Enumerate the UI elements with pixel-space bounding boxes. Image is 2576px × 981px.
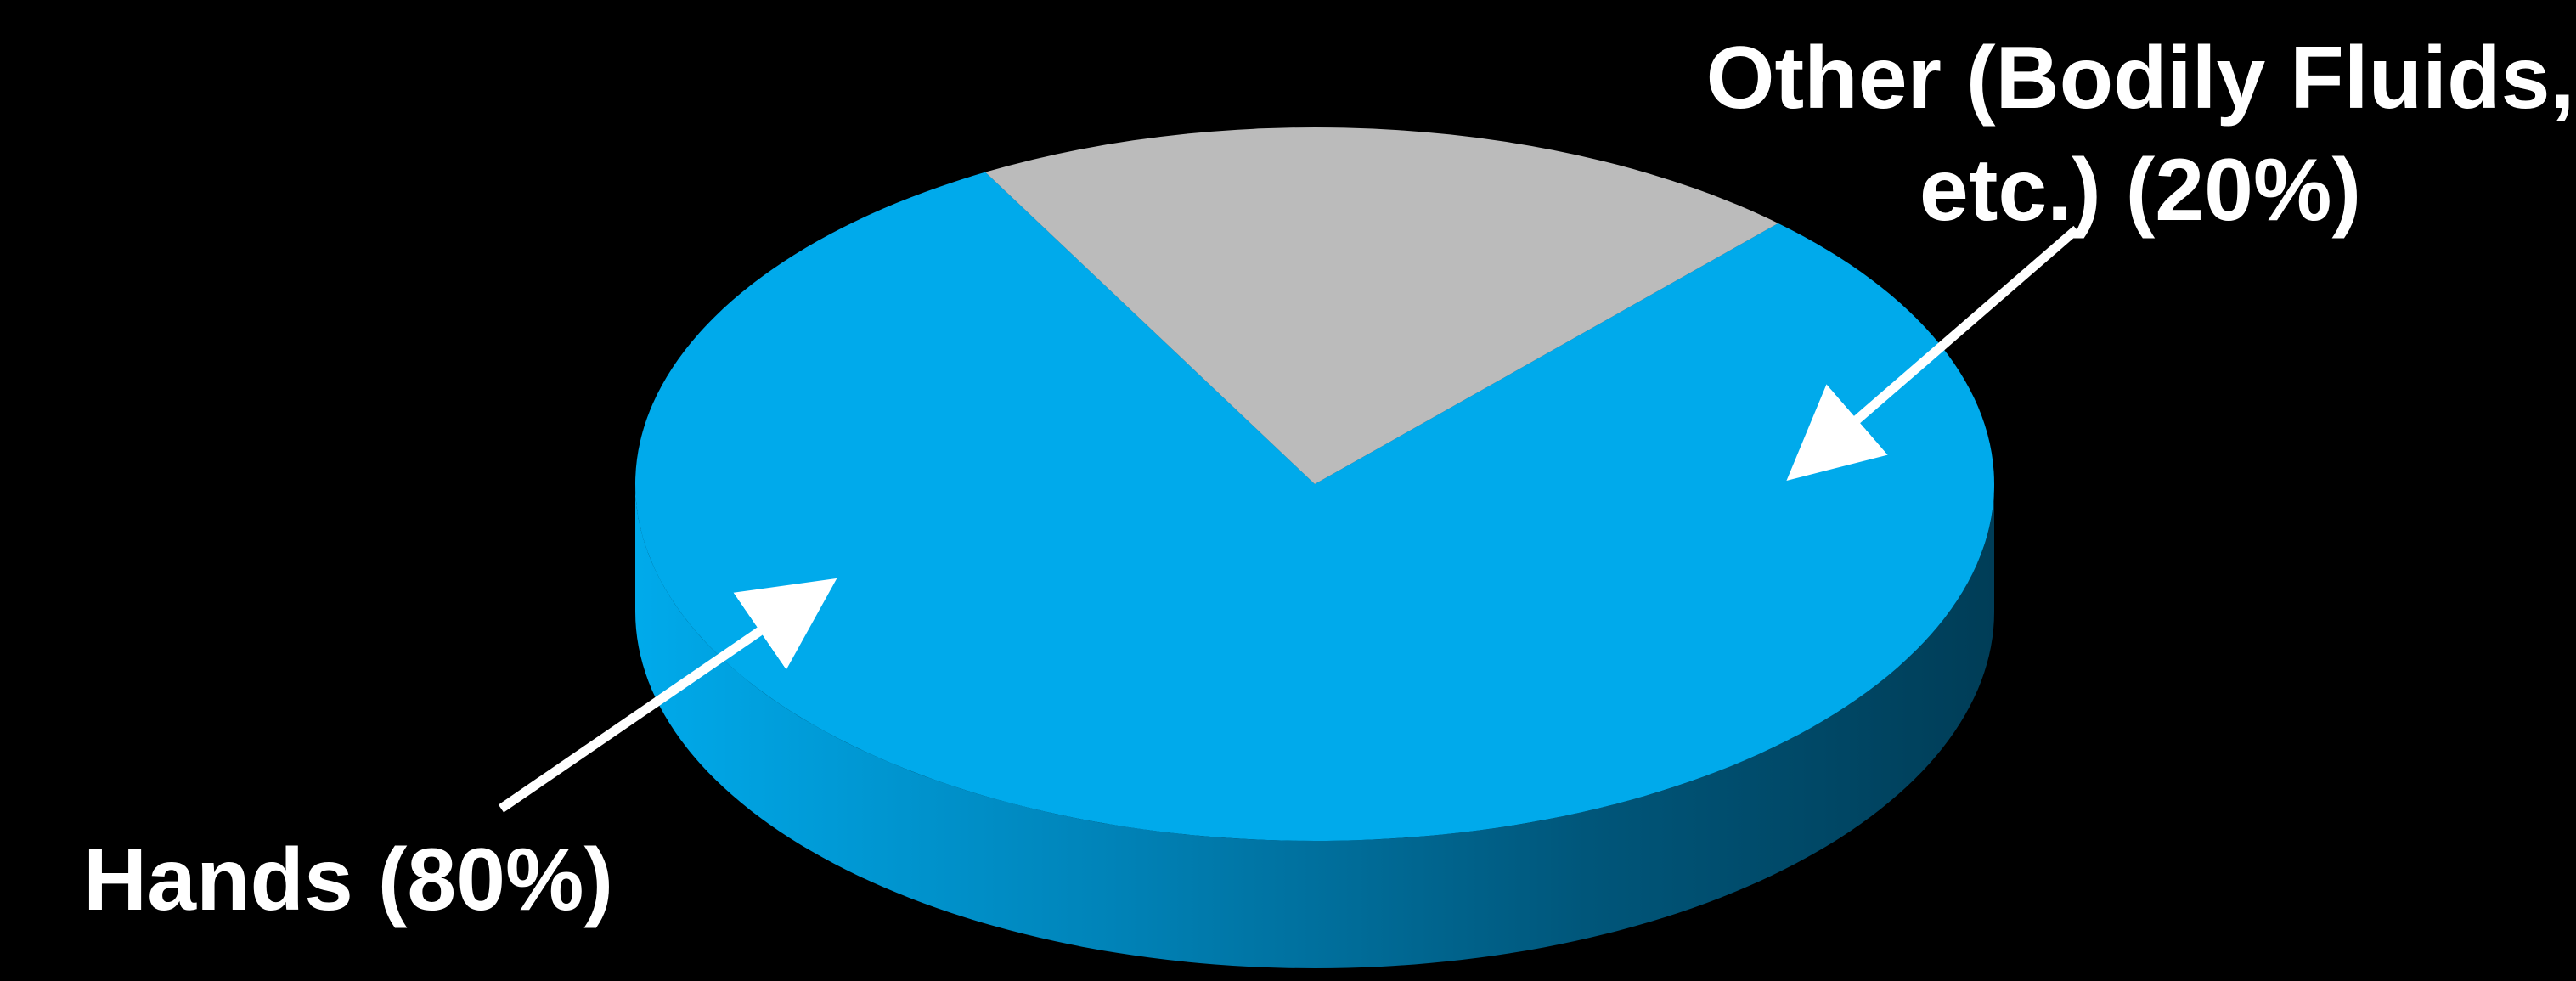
pie-top-face: [634, 127, 1994, 842]
callout-arrow-other: [1786, 225, 2080, 482]
callout-arrow-hands: [498, 578, 837, 813]
slice-label-other-line2: etc.) (20%): [1919, 141, 2361, 240]
pie-callout-arrows: [498, 225, 2080, 813]
pie-labels: Hands (80%) Other (Bodily Fluids, etc.) …: [83, 29, 2574, 929]
pie-slice-hands: [634, 172, 1994, 842]
slice-label-hands: Hands (80%): [83, 831, 613, 929]
pie-side-surface: [635, 484, 1994, 968]
slice-label-other-line1: Other (Bodily Fluids,: [1706, 29, 2575, 127]
pie-side-wall: [635, 484, 1994, 968]
pie-slice-other: [985, 127, 1778, 484]
